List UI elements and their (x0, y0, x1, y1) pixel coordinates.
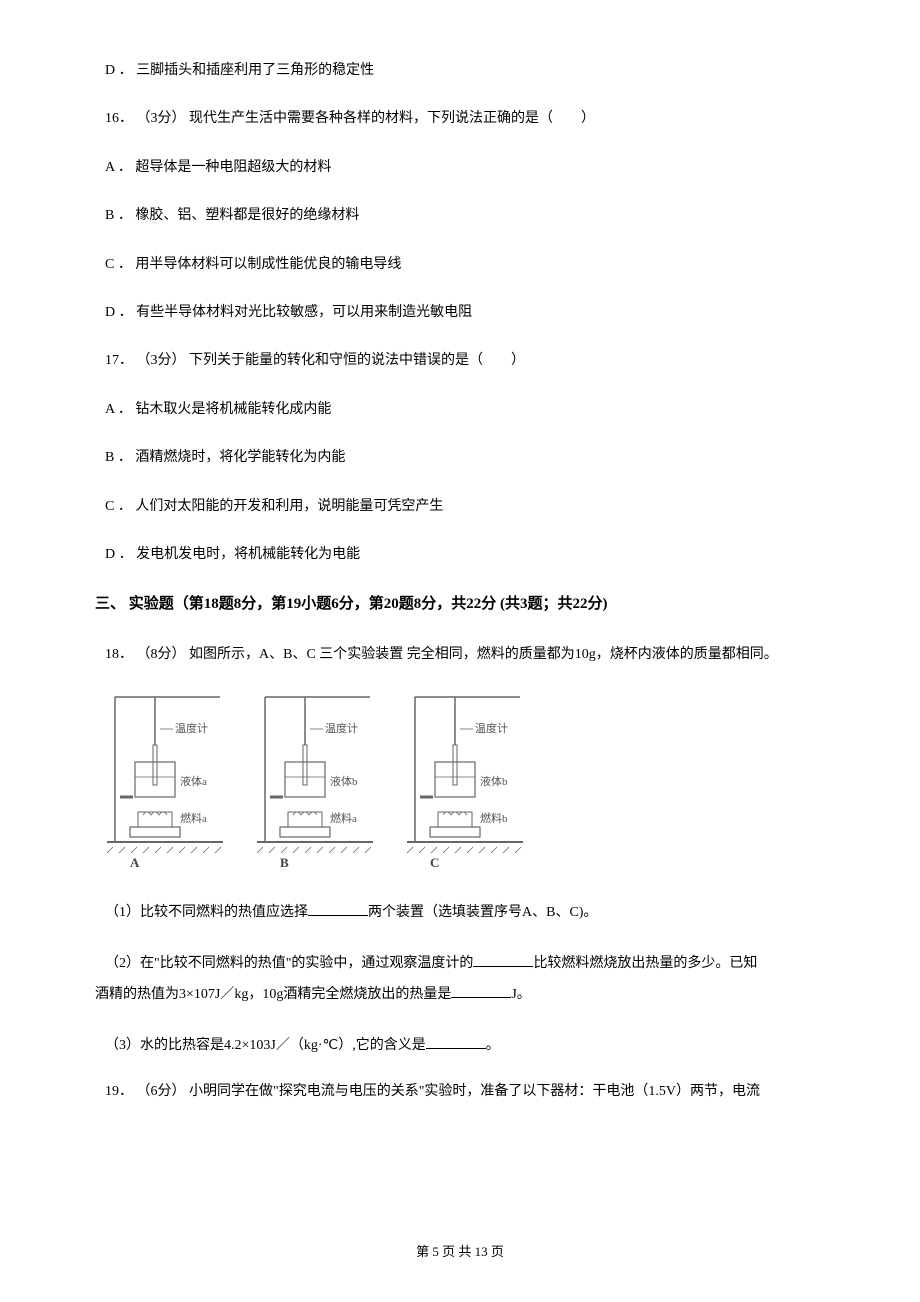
option-letter: B ． (105, 208, 132, 223)
question-points: （8分） (137, 647, 186, 662)
q16-option-d: D ． 有些半导体材料对光比较敏感，可以用来制造光敏电阻 (95, 302, 825, 324)
thermometer-label: 温度计 (475, 721, 508, 735)
blank-input[interactable] (473, 951, 533, 967)
option-text: 发电机发电时，将机械能转化为电能 (136, 547, 360, 562)
liquid-label: 液体b (480, 774, 508, 788)
q17-option-b: B ． 酒精燃烧时，将化学能转化为内能 (95, 447, 825, 469)
option-letter: C ． (105, 499, 132, 514)
fuel-label: 燃料a (330, 811, 357, 825)
apparatus-a: 温度计 液体a 燃料a A (105, 687, 230, 872)
apparatus-svg-c: 温度计 液体b 燃料b C (405, 687, 530, 872)
option-text: 有些半导体材料对光比较敏感，可以用来制造光敏电阻 (136, 305, 472, 320)
fuel-label: 燃料a (180, 811, 207, 825)
option-letter: B ． (105, 450, 132, 465)
section-text: 实验题（第18题8分，第19小题6分，第20题8分，共22分 (共3题；共22分… (129, 596, 608, 612)
option-letter: A ． (105, 402, 132, 417)
page-footer: 第 5 页 共 13 页 (0, 1241, 920, 1260)
section-3-header: 三、 实验题（第18题8分，第19小题6分，第20题8分，共22分 (共3题；共… (95, 592, 825, 616)
sub-suffix: 两个装置（选填装置序号A、B、C)。 (368, 905, 597, 920)
q18-sub3: （3）水的比热容是4.2×103J／（kg·℃）,它的含义是 。 (95, 1033, 825, 1060)
option-text: 用半导体材料可以制成性能优良的输电导线 (135, 257, 401, 272)
fuel-label: 燃料b (480, 811, 508, 825)
question-points: （3分） (137, 353, 186, 368)
thermometer-label: 温度计 (175, 721, 208, 735)
sub-prefix: （2）在"比较不同燃料的热值"的实验中，通过观察温度计的 (105, 956, 473, 971)
sub-prefix: （1）比较不同燃料的热值应选择 (105, 905, 308, 920)
section-label: 三、 (95, 596, 125, 612)
option-text: 钻木取火是将机械能转化成内能 (135, 402, 331, 417)
question-number: 19． (105, 1084, 133, 1099)
q18-sub2: （2）在"比较不同燃料的热值"的实验中，通过观察温度计的 比较燃料燃烧放出热量的多… (95, 949, 825, 1011)
option-letter: D ． (105, 547, 133, 562)
option-letter: D ． (105, 63, 133, 78)
apparatus-svg-b: 温度计 液体b 燃料a B (255, 687, 380, 872)
q17-stem: 17． （3分） 下列关于能量的转化和守恒的说法中错误的是（ ） (95, 350, 825, 372)
blank-input[interactable] (426, 1033, 486, 1049)
q16-option-b: B ． 橡胶、铝、塑料都是很好的绝缘材料 (95, 205, 825, 227)
question-text: 如图所示，A、B、C 三个实验装置 完全相同，燃料的质量都为10g，烧杯内液体的… (189, 647, 778, 662)
q18-diagram: 温度计 液体a 燃料a A (105, 687, 825, 872)
question-text: 下列关于能量的转化和守恒的说法中错误的是（ ） (189, 353, 525, 368)
sub-suffix: 。 (486, 1038, 500, 1053)
option-letter: A ． (105, 160, 132, 175)
thermometer-label: 温度计 (325, 721, 358, 735)
sub-line2-suffix: J。 (511, 987, 530, 1002)
q18-stem: 18． （8分） 如图所示，A、B、C 三个实验装置 完全相同，燃料的质量都为1… (95, 642, 825, 667)
q17-option-d: D ． 发电机发电时，将机械能转化为电能 (95, 544, 825, 566)
option-letter: C ． (105, 257, 132, 272)
question-points: （3分） (137, 111, 186, 126)
liquid-label: 液体b (330, 774, 358, 788)
option-text: 超导体是一种电阻超级大的材料 (135, 160, 331, 175)
apparatus-c: 温度计 液体b 燃料b C (405, 687, 530, 872)
question-text: 小明同学在做"探究电流与电压的关系"实验时，准备了以下器材：干电池（1.5V）两… (189, 1084, 760, 1099)
option-text: 人们对太阳能的开发和利用，说明能量可凭空产生 (135, 499, 443, 514)
sub-mid: 比较燃料燃烧放出热量的多少。已知 (533, 956, 757, 971)
option-text: 三脚插头和插座利用了三角形的稳定性 (136, 63, 374, 78)
question-number: 18． (105, 647, 133, 662)
q18-sub1: （1）比较不同燃料的热值应选择 两个装置（选填装置序号A、B、C)。 (95, 900, 825, 927)
q16-stem: 16． （3分） 现代生产生活中需要各种各样的材料，下列说法正确的是（ ） (95, 108, 825, 130)
q19-stem: 19． （6分） 小明同学在做"探究电流与电压的关系"实验时，准备了以下器材：干… (95, 1081, 825, 1103)
question-text: 现代生产生活中需要各种各样的材料，下列说法正确的是（ ） (189, 111, 595, 126)
liquid-label: 液体a (180, 774, 207, 788)
apparatus-svg-a: 温度计 液体a 燃料a A (105, 687, 230, 872)
apparatus-label: C (430, 855, 439, 870)
footer-text: 第 5 页 共 13 页 (416, 1244, 504, 1259)
q17-option-a: A ． 钻木取火是将机械能转化成内能 (95, 399, 825, 421)
option-text: 酒精燃烧时，将化学能转化为内能 (135, 450, 345, 465)
apparatus-label: A (130, 855, 140, 870)
blank-input[interactable] (451, 982, 511, 998)
apparatus-b: 温度计 液体b 燃料a B (255, 687, 380, 872)
q16-option-a: A ． 超导体是一种电阻超级大的材料 (95, 157, 825, 179)
question-number: 17． (105, 353, 133, 368)
blank-input[interactable] (308, 900, 368, 916)
question-number: 16． (105, 111, 133, 126)
option-letter: D ． (105, 305, 133, 320)
apparatus-label: B (280, 855, 289, 870)
q16-option-c: C ． 用半导体材料可以制成性能优良的输电导线 (95, 254, 825, 276)
sub-prefix: （3）水的比热容是4.2×103J／（kg·℃）,它的含义是 (105, 1038, 426, 1053)
q15-option-d: D ． 三脚插头和插座利用了三角形的稳定性 (95, 60, 825, 82)
sub-line2-prefix: 酒精的热值为3×107J／kg，10g酒精完全燃烧放出的热量是 (95, 987, 451, 1002)
question-points: （6分） (137, 1084, 186, 1099)
option-text: 橡胶、铝、塑料都是很好的绝缘材料 (135, 208, 359, 223)
q17-option-c: C ． 人们对太阳能的开发和利用，说明能量可凭空产生 (95, 496, 825, 518)
